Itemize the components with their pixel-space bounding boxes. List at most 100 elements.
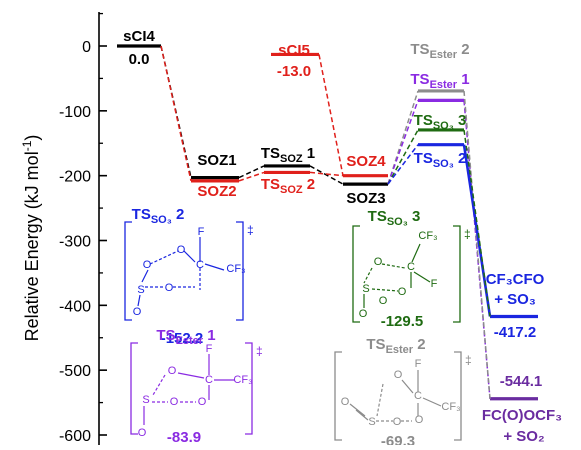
bond — [413, 271, 431, 283]
connector-soz3-ts-ester1 — [387, 100, 419, 185]
structure-title-ts-so3-2: TSSO₃ 2 — [132, 206, 185, 226]
level-label-ts-soz1: TSSOZ 1 — [261, 145, 315, 165]
connector-ts-so3-2-cf3cfo — [462, 144, 492, 317]
atom-label: O — [198, 396, 207, 408]
structure-value-ts-ester1: -83.9 — [167, 429, 201, 445]
atom-label: O — [168, 365, 177, 377]
connector-soz3-ts-so3-3 — [387, 129, 419, 185]
partial-bond — [363, 267, 373, 284]
atom-label: O — [138, 427, 147, 439]
atom-label: O — [379, 295, 388, 307]
atom-label: C — [414, 390, 422, 402]
partial-bond — [149, 250, 179, 265]
partial-bond — [381, 263, 406, 269]
partial-bond — [371, 288, 399, 292]
bracket-right — [453, 225, 461, 323]
atom-label: S — [368, 416, 375, 428]
level-label-fcocf3: FC(O)OCF₃ — [482, 407, 562, 424]
level-label-ts-so3-2: TSSO₃ 2 — [414, 150, 467, 170]
level-label-cf3cfo: -417.2 — [494, 324, 537, 341]
level-label-soz2: SOZ2 — [197, 183, 236, 200]
atom-label: S — [137, 284, 144, 296]
structure-title-ts-ester2: TSEster 2 — [366, 336, 425, 356]
bond — [141, 269, 149, 283]
atom-label: S — [362, 283, 369, 295]
atom-label: O — [341, 396, 350, 408]
y-tick-label: -400 — [59, 298, 91, 315]
level-label-ts-ester1: TSEster 1 — [410, 71, 469, 91]
atom-label: O — [374, 256, 383, 268]
bracket-left — [130, 342, 138, 435]
level-label-ts-so3-3: TSSO₃ 3 — [414, 112, 467, 132]
level-label-sci4: 0.0 — [129, 51, 150, 68]
level-label-ts-soz2: TSSOZ 2 — [261, 176, 315, 196]
structure-value-ts-ester2: -69.3 — [381, 433, 415, 445]
bond — [177, 372, 205, 379]
y-tick-label: -500 — [59, 363, 91, 380]
atom-label: F — [415, 358, 422, 370]
atom-label: O — [177, 244, 186, 256]
atom-label: CF₃ — [233, 374, 252, 386]
bracket-left — [334, 351, 342, 441]
atom-label: F — [198, 226, 205, 238]
level-label-soz4: SOZ4 — [346, 153, 386, 170]
atom-label: O — [165, 282, 174, 294]
atom-label: O — [398, 286, 407, 298]
y-tick-label: -600 — [59, 428, 91, 445]
structure-value-ts-so3-2: -152.2 — [161, 330, 204, 347]
level-label-soz3: SOZ3 — [346, 190, 385, 207]
atom-label: O — [359, 308, 368, 320]
structure-title-ts-so3-3: TSSO₃ 3 — [368, 208, 421, 228]
y-tick-label: -100 — [59, 104, 91, 121]
ts-double-dagger: ‡ — [256, 344, 263, 358]
ts-double-dagger: ‡ — [464, 227, 471, 241]
atom-label: O — [170, 396, 179, 408]
connector-ts-soz2-soz4 — [309, 171, 344, 177]
bracket-right — [245, 342, 253, 435]
structure-title-ts-ester1: TSEster 1 — [156, 327, 215, 347]
level-label-cf3cfo: CF₃CFO — [486, 271, 545, 288]
level-label-soz1: SOZ1 — [197, 152, 236, 169]
connector-soz1-ts-soz1 — [238, 165, 265, 179]
partial-bond — [152, 374, 166, 396]
atom-label: C — [205, 374, 213, 386]
atom-label: O — [415, 414, 424, 426]
partial-bond — [376, 383, 384, 417]
connector-soz2-ts-soz2 — [238, 171, 265, 182]
bracket-left — [352, 225, 360, 323]
y-tick-label: -200 — [59, 169, 91, 186]
atom-label: S — [142, 394, 149, 406]
connector-sci4-soz2 — [160, 45, 192, 182]
connector-sci5-soz4 — [318, 54, 344, 176]
atom-label: C — [407, 261, 415, 273]
bracket-left — [124, 221, 132, 321]
level-label-fcocf3: + SO₂ — [503, 428, 544, 445]
structure-value-ts-so3-3: -129.5 — [381, 313, 424, 330]
bond — [411, 243, 421, 263]
bond — [137, 294, 141, 307]
bond — [401, 379, 414, 394]
bracket-right — [236, 221, 244, 321]
connector-soz3-ts-so3-2 — [387, 144, 419, 185]
atom-label: CF₃ — [441, 401, 460, 413]
atom-label: O — [133, 306, 142, 318]
atom-label: O — [393, 416, 402, 428]
connector-ts-ester2-fcocf3 — [463, 90, 491, 399]
y-tick-label: 0 — [82, 39, 91, 56]
level-label-fcocf3: -544.1 — [500, 373, 543, 390]
atom-label: O — [143, 259, 152, 271]
bond — [355, 409, 369, 421]
y-tick-label: -300 — [59, 234, 91, 251]
bond — [349, 403, 366, 417]
bond — [204, 263, 225, 271]
bond — [183, 250, 196, 263]
atom-label: F — [431, 278, 438, 290]
bracket-right — [454, 351, 462, 441]
atom-label: F — [206, 343, 213, 355]
atom-label: C — [196, 259, 204, 271]
level-label-sci5: sCI5 — [278, 42, 310, 59]
level-label-cf3cfo: + SO₃ — [494, 291, 536, 308]
atom-label: CF₃ — [226, 263, 245, 275]
